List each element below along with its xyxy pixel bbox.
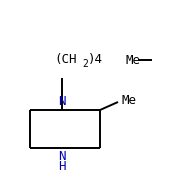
Text: H: H	[58, 160, 66, 173]
Text: (CH: (CH	[54, 53, 76, 66]
Text: Me: Me	[122, 93, 137, 107]
Text: 2: 2	[82, 59, 88, 69]
Text: N: N	[58, 150, 66, 163]
Text: )4: )4	[88, 53, 103, 66]
Text: N: N	[58, 95, 66, 108]
Text: Me: Me	[126, 53, 141, 66]
